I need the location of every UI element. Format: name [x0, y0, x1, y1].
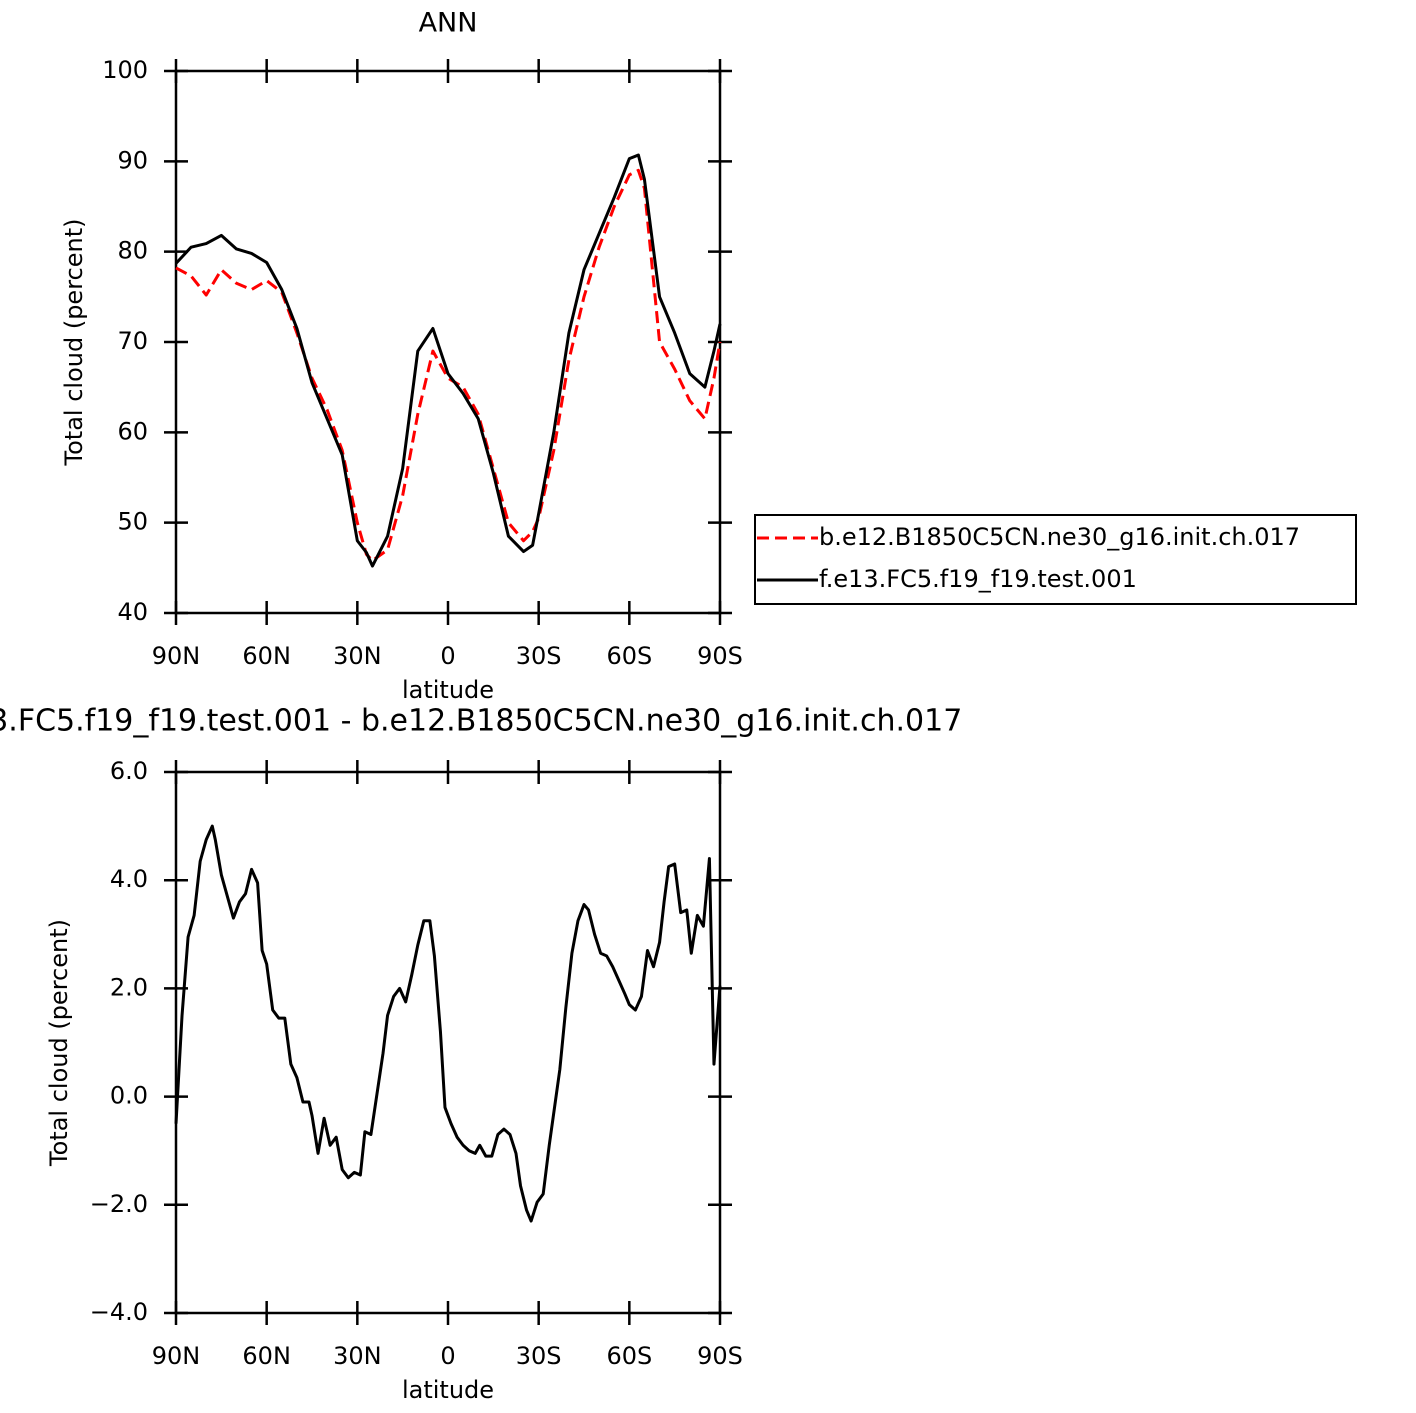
legend-box — [754, 514, 1357, 605]
x-tick-label: 60S — [606, 1342, 652, 1370]
y-tick-label: 70 — [117, 327, 148, 355]
x-tick-label: 60S — [606, 642, 652, 670]
y-tick-label: 4.0 — [110, 865, 148, 893]
chart-title: f.e13.FC5.f19_f19.test.001 - b.e12.B1850… — [0, 704, 962, 739]
y-tick-label: 100 — [102, 56, 148, 84]
y-axis-label: Total cloud (percent) — [45, 919, 73, 1167]
plot-frame — [174, 69, 722, 615]
y-tick-label: 50 — [117, 508, 148, 536]
chart-title: ANN — [419, 8, 478, 39]
legend-label: b.e12.B1850C5CN.ne30_g16.init.ch.017 — [819, 523, 1300, 551]
x-tick-label: 30S — [516, 642, 562, 670]
y-tick-label: 2.0 — [110, 973, 148, 1001]
x-tick-label: 90N — [152, 642, 201, 670]
x-tick-label: 90S — [697, 1342, 743, 1370]
x-tick-label: 60N — [242, 642, 291, 670]
x-axis-label: latitude — [402, 676, 494, 704]
series-line — [174, 824, 722, 1223]
y-tick-label: −4.0 — [90, 1298, 148, 1326]
x-tick-label: 90S — [697, 642, 743, 670]
y-tick-label: −2.0 — [90, 1190, 148, 1218]
legend-label: f.e13.FC5.f19_f19.test.001 — [819, 565, 1137, 593]
y-tick-label: 6.0 — [110, 757, 148, 785]
x-tick-label: 30N — [333, 642, 382, 670]
x-tick-label: 90N — [152, 1342, 201, 1370]
x-tick-label: 30N — [333, 1342, 382, 1370]
y-tick-label: 0.0 — [110, 1082, 148, 1110]
plot-frame — [174, 770, 722, 1315]
y-tick-label: 80 — [117, 237, 148, 265]
series-line — [174, 153, 722, 568]
x-tick-label: 60N — [242, 1342, 291, 1370]
y-tick-label: 90 — [117, 146, 148, 174]
y-tick-label: 60 — [117, 417, 148, 445]
x-tick-label: 0 — [440, 1342, 455, 1370]
y-axis-label: Total cloud (percent) — [60, 219, 88, 467]
x-tick-label: 30S — [516, 1342, 562, 1370]
series-line — [175, 168, 722, 563]
x-axis-label: latitude — [402, 1376, 494, 1404]
x-tick-label: 0 — [440, 642, 455, 670]
y-tick-label: 40 — [117, 598, 148, 626]
